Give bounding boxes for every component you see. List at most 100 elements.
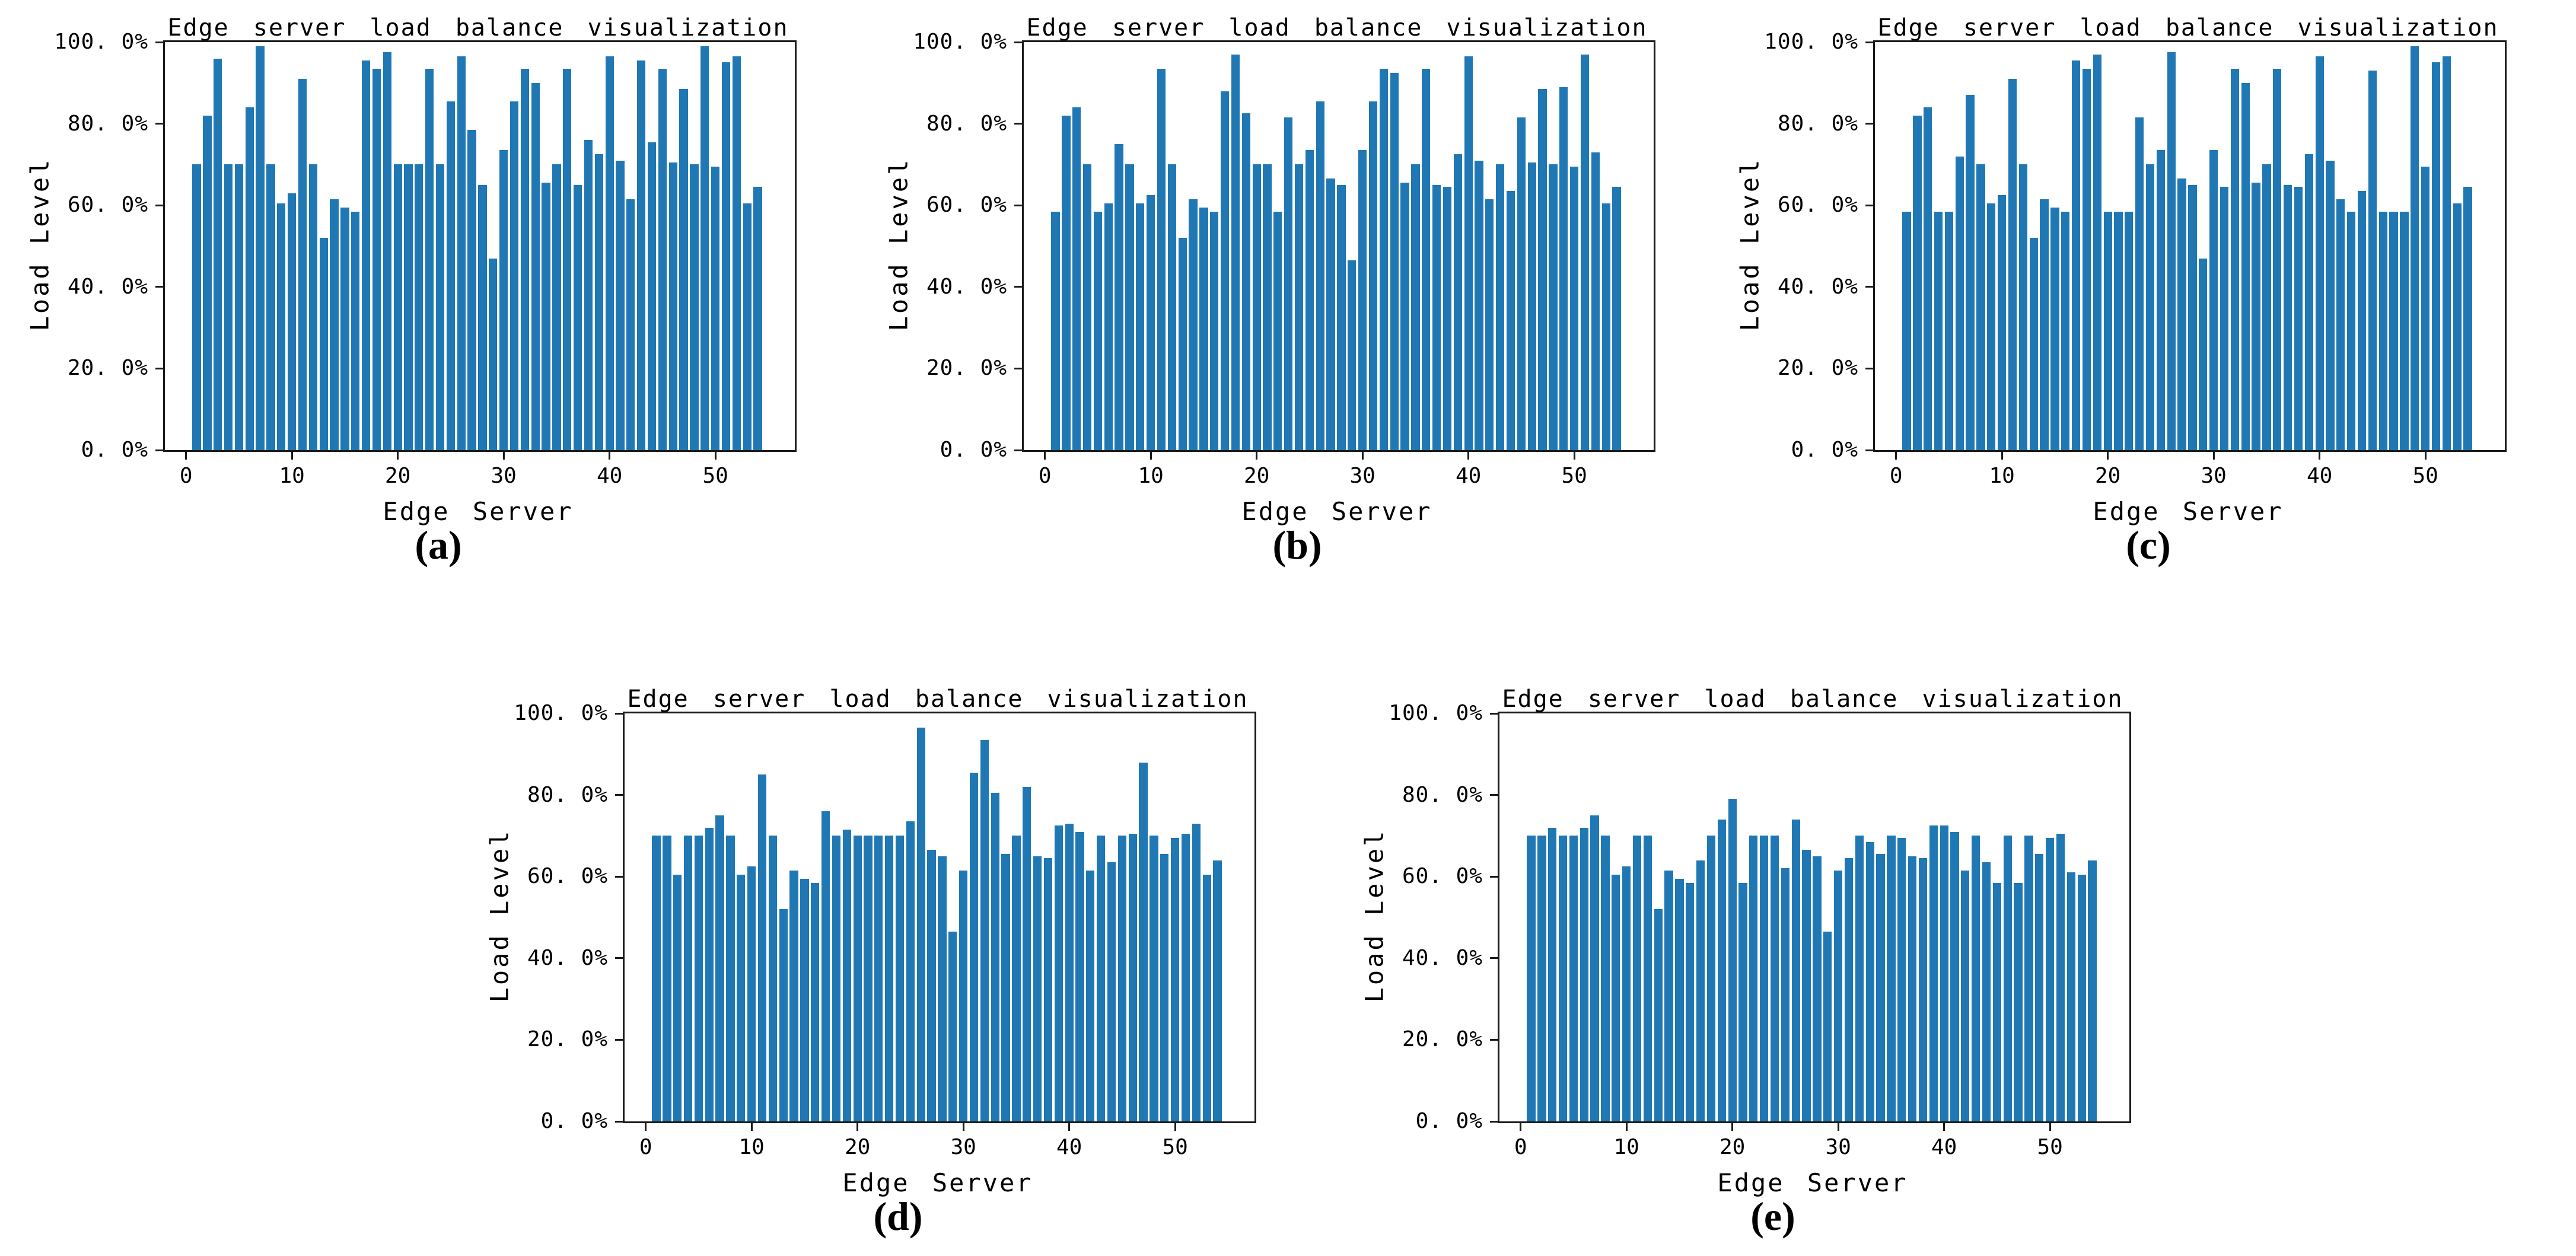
bar: [489, 258, 498, 450]
bar: [192, 164, 201, 450]
y-tick-label: 40. 0%: [1777, 274, 1858, 299]
y-axis-label: Load Level: [1359, 828, 1389, 1003]
x-tick-label: 30: [491, 464, 517, 488]
y-tick-mark: [1490, 712, 1499, 715]
bar: [1199, 207, 1208, 450]
bar: [1517, 117, 1526, 450]
bar: [1390, 72, 1399, 450]
bar: [1128, 833, 1137, 1121]
bar: [1527, 836, 1536, 1121]
bar: [383, 52, 391, 450]
bar: [1844, 858, 1854, 1121]
bar: [1453, 154, 1462, 450]
bar: [1104, 203, 1113, 450]
y-tick-label: 20. 0%: [527, 1027, 608, 1052]
bar: [1464, 56, 1473, 450]
bar: [2304, 154, 2313, 450]
bar: [637, 60, 646, 450]
y-tick-mark: [1014, 286, 1024, 288]
x-tick-label: 10: [1989, 464, 2015, 488]
bar: [425, 68, 434, 450]
bar: [1001, 854, 1010, 1121]
x-tick-mark: [962, 1121, 964, 1131]
bar: [1210, 211, 1219, 450]
x-tick-mark: [1837, 1121, 1839, 1131]
y-tick-label: 60. 0%: [527, 864, 608, 889]
x-axis-label: Edge Server: [383, 497, 574, 526]
bar: [1802, 850, 1811, 1121]
bar: [2431, 62, 2441, 450]
bar: [2378, 211, 2387, 450]
x-tick-mark: [1625, 1121, 1628, 1131]
bar: [1686, 882, 1695, 1121]
bar: [2008, 78, 2017, 450]
y-tick-mark: [615, 712, 625, 715]
bar: [779, 909, 788, 1121]
x-tick-label: 0: [1038, 464, 1052, 488]
bar: [1252, 164, 1261, 450]
bar: [1379, 68, 1388, 450]
bar: [1422, 68, 1431, 450]
x-tick-label: 20: [384, 464, 411, 488]
bar: [1944, 211, 1954, 450]
bar: [2156, 150, 2166, 450]
bar: [832, 836, 841, 1121]
bar: [652, 836, 661, 1121]
bar: [1093, 211, 1103, 450]
x-tick-label: 10: [1613, 1135, 1639, 1159]
bar: [1316, 101, 1324, 450]
y-tick-label: 0. 0%: [1791, 438, 1858, 462]
chart-title: Edge server load balance visualization: [1502, 686, 2123, 713]
bar: [1569, 166, 1579, 450]
bar: [605, 56, 614, 450]
x-tick-label: 40: [1056, 1135, 1082, 1159]
x-tick-mark: [2001, 450, 2003, 460]
bar: [2273, 68, 2282, 450]
bar: [330, 199, 339, 450]
bar: [1760, 836, 1769, 1121]
x-tick-label: 40: [1931, 1135, 1957, 1159]
bar: [340, 207, 349, 450]
bar: [2050, 207, 2059, 450]
bar: [1580, 54, 1590, 450]
bar: [969, 772, 979, 1121]
bar: [1612, 187, 1621, 450]
x-tick-mark: [1150, 450, 1152, 460]
y-tick-label: 100. 0%: [514, 701, 608, 725]
x-axis-label: Edge Server: [2093, 497, 2284, 526]
bar: [573, 184, 582, 450]
bar: [1167, 164, 1176, 450]
bar: [2252, 183, 2260, 450]
bar: [2199, 258, 2208, 450]
bar: [404, 164, 413, 450]
bar: [980, 739, 989, 1121]
y-tick-mark: [155, 204, 165, 206]
y-tick-label: 100. 0%: [1389, 701, 1483, 725]
bar: [1675, 878, 1684, 1121]
x-tick-label: 50: [1561, 464, 1587, 488]
bar: [1150, 836, 1158, 1121]
bar: [1294, 164, 1304, 450]
y-tick-mark: [1014, 41, 1024, 43]
bar: [2463, 187, 2472, 450]
bar: [690, 164, 699, 450]
y-tick-label: 20. 0%: [1402, 1027, 1483, 1052]
bar: [616, 160, 625, 450]
y-tick-mark: [155, 367, 165, 369]
plot-area: 0. 0% 20. 0% 40. 0% 60. 0% 80. 0% 100. 0% 0 10 2…: [1764, 30, 2507, 488]
bar: [2040, 199, 2049, 450]
bar: [1097, 836, 1106, 1121]
bar: [959, 870, 968, 1121]
bar: [1160, 854, 1169, 1121]
chart-a: Edge server load balance visualization L…: [9, 5, 868, 598]
bar: [256, 46, 265, 450]
bar: [2093, 54, 2101, 450]
y-axis-label: Load Level: [25, 157, 55, 331]
x-tick-mark: [1044, 450, 1046, 460]
bar: [1580, 827, 1588, 1121]
x-tick-mark: [1573, 450, 1575, 460]
x-tick-label: 30: [950, 1135, 976, 1159]
bar: [1033, 856, 1042, 1121]
bar: [1998, 195, 2007, 450]
x-tick-label: 0: [1514, 1135, 1527, 1159]
